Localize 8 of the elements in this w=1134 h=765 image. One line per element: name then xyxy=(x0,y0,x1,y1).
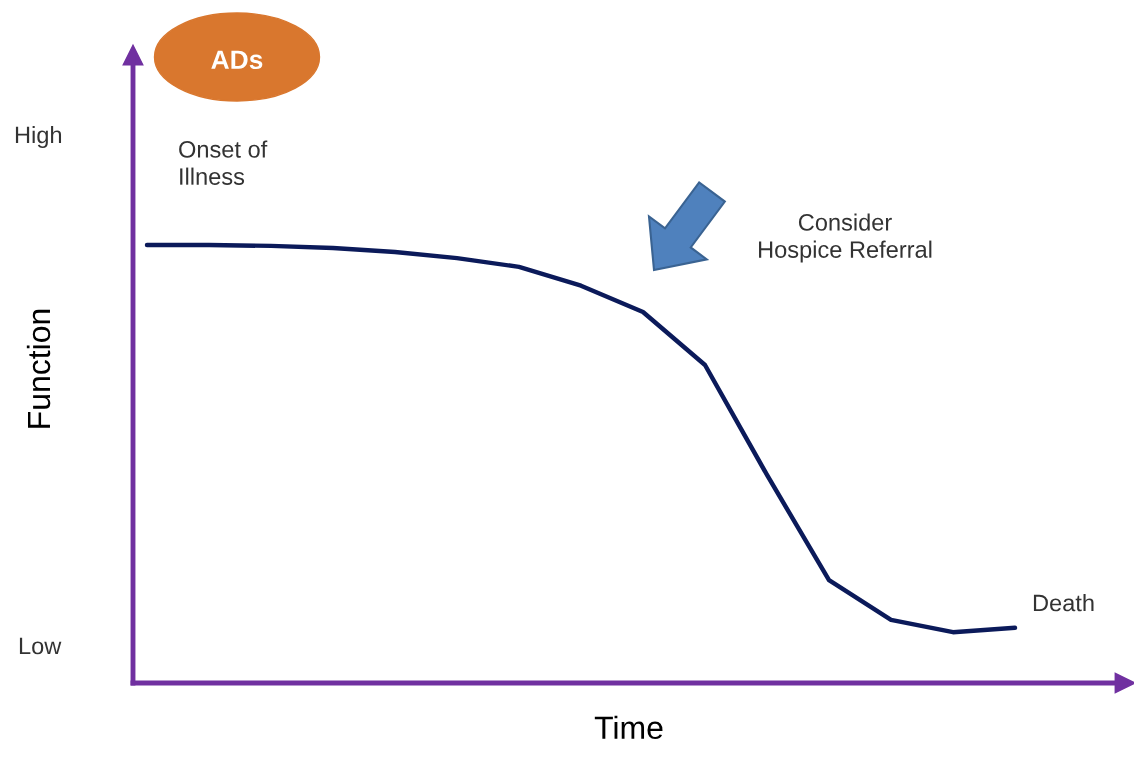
text: High xyxy=(15,126,62,149)
y-axis-title: Function xyxy=(26,309,51,428)
annotation: Death xyxy=(1033,593,1094,612)
text: Onset of Illness xyxy=(179,140,268,185)
x-axis-title: Time xyxy=(594,715,663,740)
text: ADs xyxy=(211,50,263,70)
annotation: Consider Hospice Referral xyxy=(759,213,932,263)
text: Low xyxy=(19,637,62,655)
